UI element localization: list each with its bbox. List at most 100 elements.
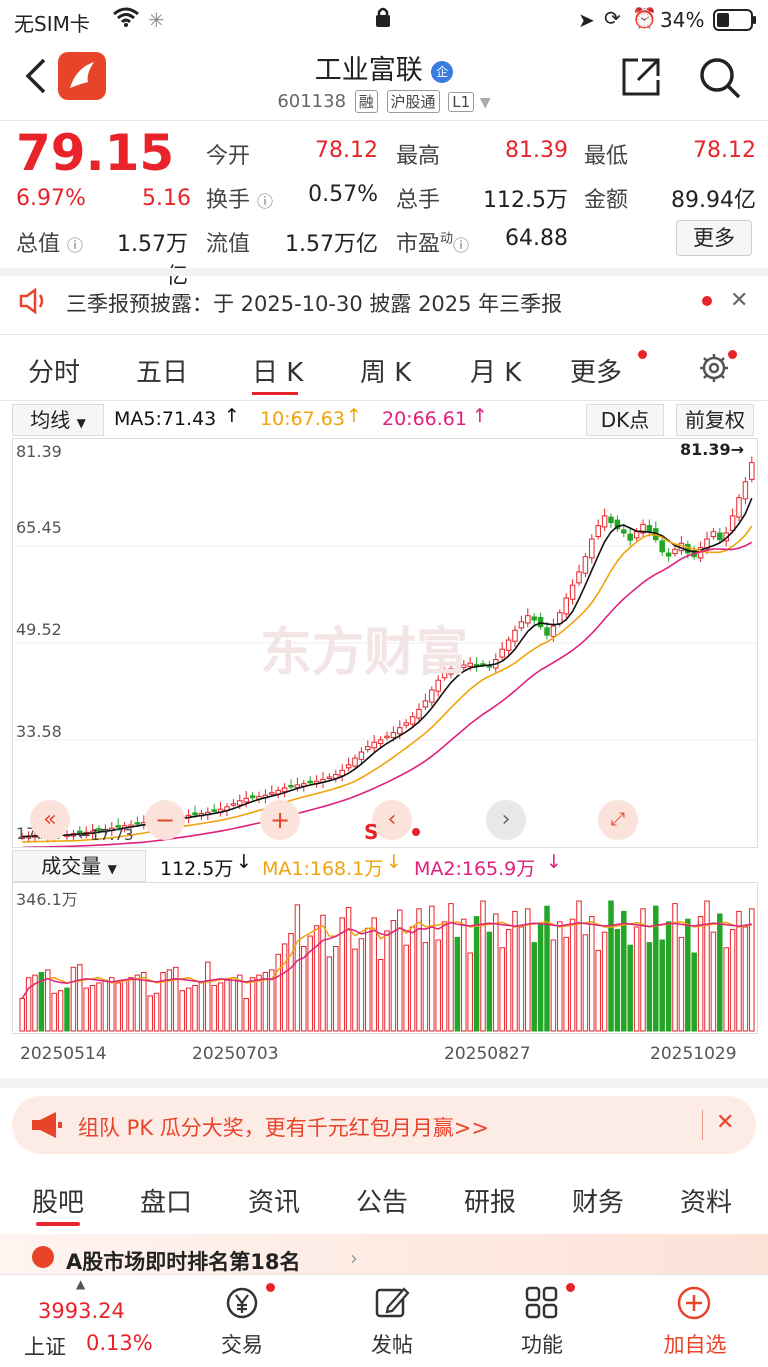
- market-cap-value: 1.57万亿: [117, 232, 188, 289]
- price-chart[interactable]: [12, 438, 758, 849]
- info-icon[interactable]: ⓘ: [453, 236, 470, 255]
- tab-order-book[interactable]: 盘口: [140, 1188, 193, 1218]
- zoom-out-button[interactable]: −: [145, 800, 185, 840]
- tab-profile[interactable]: 资料: [680, 1188, 733, 1218]
- volume-bar: [563, 936, 569, 1032]
- candle-body: [416, 708, 422, 719]
- ma10-up-arrow: ↑: [346, 405, 362, 427]
- candle-body: [505, 639, 512, 651]
- candle-body: [294, 784, 301, 788]
- open-label: 今开: [206, 144, 251, 169]
- tab-forum[interactable]: 股吧: [32, 1188, 85, 1218]
- settings-gear-icon[interactable]: [698, 352, 730, 388]
- close-icon[interactable]: ✕: [730, 288, 749, 313]
- low-marker-value: 17.73: [90, 826, 134, 844]
- battery-icon: [713, 9, 757, 36]
- volume-indicator-select[interactable]: 成交量 ▼: [12, 850, 146, 882]
- ma20-up-arrow: ↑: [472, 405, 488, 427]
- nav-post[interactable]: 发帖: [346, 1275, 438, 1367]
- promo-banner[interactable]: 组队 PK 瓜分大奖，更有千元红包月月赢>> ✕: [12, 1096, 756, 1154]
- volume-chart[interactable]: [12, 882, 758, 1034]
- zoom-in-button[interactable]: +: [260, 800, 300, 840]
- rank-banner[interactable]: A股市场即时排名第18名 ›: [0, 1234, 768, 1274]
- more-button[interactable]: 更多: [676, 220, 752, 256]
- candle-body: [326, 776, 333, 779]
- volume-bar: [582, 934, 589, 1032]
- candle-body: [134, 822, 141, 825]
- volume-bar: [102, 979, 109, 1032]
- candle-body: [704, 538, 710, 550]
- indicator-select[interactable]: 均线 ▼: [12, 404, 104, 436]
- ma20-line: [22, 541, 753, 849]
- search-icon[interactable]: [698, 56, 742, 104]
- volume-bar: [173, 966, 179, 1032]
- tab-five-day[interactable]: 五日: [136, 358, 189, 388]
- tab-news[interactable]: 资讯: [248, 1188, 301, 1218]
- candle-body: [365, 746, 371, 751]
- ma5-value: MA5:71.43: [114, 408, 217, 430]
- candle-body: [377, 739, 384, 745]
- volume-bar: [486, 931, 493, 1032]
- volume-bar: [665, 921, 672, 1032]
- nav-add-watchlist[interactable]: 加自选: [640, 1275, 750, 1367]
- scroll-left-button[interactable]: ‹: [372, 800, 412, 840]
- tab-daily-k[interactable]: 日 K: [252, 358, 304, 388]
- fullscreen-button[interactable]: ⤢: [598, 800, 638, 840]
- share-icon[interactable]: [620, 56, 662, 102]
- nav-functions-dot: [566, 1283, 575, 1292]
- volume-bar: [32, 974, 38, 1032]
- candle-body: [627, 533, 633, 541]
- volume-bar: [409, 926, 416, 1032]
- scroll-right-button[interactable]: ›: [486, 800, 526, 840]
- dropdown-arrow-icon: ▼: [76, 416, 86, 430]
- dropdown-arrow-icon[interactable]: ▼: [479, 95, 491, 111]
- back-button[interactable]: [22, 56, 48, 100]
- dk-point-button[interactable]: DK点: [586, 404, 664, 436]
- tab-financials[interactable]: 财务: [572, 1188, 625, 1218]
- volume-bar: [192, 985, 198, 1032]
- info-icon[interactable]: ⓘ: [67, 236, 84, 255]
- index-widget[interactable]: ▲ 3993.24 上证 0.13%: [0, 1275, 166, 1367]
- info-icon[interactable]: ⓘ: [257, 192, 274, 211]
- volume-bar: [288, 933, 294, 1032]
- candle-body: [77, 830, 83, 834]
- tab-intraday[interactable]: 分时: [28, 358, 81, 388]
- candle-body: [659, 540, 665, 553]
- notice-text[interactable]: 三季报预披露：于 2025-10-30 披露 2025 年三季报: [66, 292, 563, 316]
- adjust-button[interactable]: 前复权: [676, 404, 754, 436]
- volume-bar: [153, 992, 160, 1032]
- volume-bar: [435, 939, 441, 1032]
- add-icon: [676, 1285, 712, 1325]
- current-price: 79.15: [16, 124, 175, 182]
- promo-close-icon[interactable]: ✕: [716, 1110, 735, 1135]
- amount-label: 金额: [584, 188, 629, 213]
- megaphone-icon: [30, 1110, 64, 1144]
- volume-bar: [672, 903, 678, 1032]
- tab-announcements[interactable]: 公告: [356, 1188, 409, 1218]
- candle-body: [96, 828, 102, 832]
- scroll-left-fast-button[interactable]: «: [30, 800, 70, 840]
- nav-trade[interactable]: 交易: [196, 1275, 288, 1367]
- tab-monthly-k[interactable]: 月 K: [470, 358, 522, 388]
- candle-body: [467, 662, 473, 667]
- volume-ma1: MA1:168.1万: [262, 858, 384, 880]
- candle-body: [454, 669, 461, 672]
- volume-bar: [339, 917, 345, 1032]
- pe-value: 64.88: [505, 226, 568, 251]
- pe-sup: 动: [440, 231, 454, 247]
- candle-body: [441, 672, 448, 679]
- rank-text: A股市场即时排名第18名: [66, 1250, 301, 1274]
- nav-functions[interactable]: 功能: [496, 1275, 588, 1367]
- dropdown-arrow-icon: ▼: [107, 862, 117, 876]
- candle-body: [736, 497, 742, 518]
- volume-bar: [678, 936, 685, 1032]
- volume-bar: [83, 987, 89, 1032]
- volume-bar: [230, 977, 237, 1032]
- tab-weekly-k[interactable]: 周 K: [360, 358, 412, 388]
- volume-bar: [403, 944, 409, 1032]
- index-name: 上证: [24, 1335, 66, 1359]
- section-gap: [0, 1078, 768, 1088]
- tab-research[interactable]: 研报: [464, 1188, 517, 1218]
- tab-more[interactable]: 更多: [570, 358, 623, 388]
- volume-bar: [262, 972, 269, 1032]
